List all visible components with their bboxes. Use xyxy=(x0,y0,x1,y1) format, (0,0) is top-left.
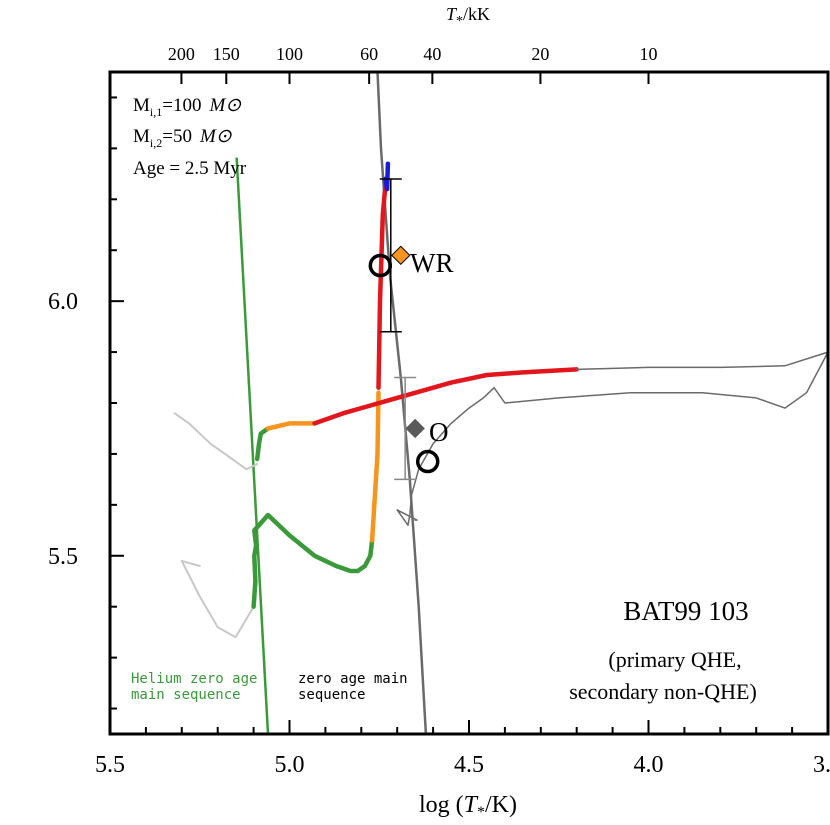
y-tick-label: 5.5 xyxy=(48,544,78,570)
x-axis-title: log (T*/K) xyxy=(419,792,517,821)
curve-primary-wr xyxy=(376,176,389,390)
curve-primary-mid xyxy=(369,390,381,543)
wr-label: WR xyxy=(410,248,454,278)
top-axis-title: T*/kK xyxy=(446,4,490,29)
zams-label-line-2: sequence xyxy=(298,687,365,703)
y-tick-label: 6.0 xyxy=(48,289,78,315)
chart-subtitle-line-1: (primary QHE, xyxy=(608,647,741,672)
age-text: Age = 2.5 Myr xyxy=(133,158,247,179)
x-tick-label: 5.5 xyxy=(95,752,125,778)
observation-o-marker xyxy=(405,418,425,439)
x-tick-label: 3.5 xyxy=(813,752,830,778)
o-label: O xyxy=(429,417,449,447)
top-tick-label: 150 xyxy=(213,44,240,64)
he-zams-label-line-1: Helium zero age xyxy=(131,671,257,687)
curve-secondary-ms xyxy=(254,426,271,462)
model-point-secondary xyxy=(415,449,440,474)
curve-primary-ms xyxy=(251,512,375,609)
curve-primary-final xyxy=(383,161,391,192)
top-tick-label: 10 xyxy=(640,44,658,64)
observation-wr-marker xyxy=(391,245,411,266)
curve-secondary-pre xyxy=(173,412,259,471)
parameter-block: Mi,1=100 M⊙ Mi,2=50 M⊙ Age = 2.5 Myr xyxy=(133,95,247,179)
top-tick-label: 40 xyxy=(423,44,441,64)
top-tick-label: 60 xyxy=(360,44,378,64)
x-tick-label: 4.0 xyxy=(634,752,664,778)
axes: 5.5 5.0 4.5 4.0 3.5 5.5 6.0 200 150 100 60 40 20 10 xyxy=(48,44,830,778)
chart-title: BAT99 103 xyxy=(623,596,748,626)
primary-mass-text: Mi,1=100 M⊙ xyxy=(133,95,241,119)
x-tick-label: 5.0 xyxy=(275,752,305,778)
he-zams-label-line-2: main sequence xyxy=(131,687,241,703)
curve-primary-pre xyxy=(180,559,255,639)
curve-secondary-red xyxy=(312,367,579,426)
top-tick-label: 200 xyxy=(168,44,195,64)
curve-he-zams xyxy=(235,157,270,736)
chart-subtitle-line-2: secondary non-QHE) xyxy=(569,679,757,704)
secondary-mass-text: Mi,2=50 M⊙ xyxy=(133,126,232,150)
model-point-primary xyxy=(368,253,393,278)
curve-primary-pre-hook xyxy=(180,559,201,567)
x-tick-label: 4.5 xyxy=(454,752,484,778)
curve-secondary-tail xyxy=(396,351,829,526)
top-tick-label: 20 xyxy=(531,44,549,64)
top-tick-label: 100 xyxy=(276,44,303,64)
plot-area xyxy=(173,70,829,736)
zams-label-line-1: zero age main xyxy=(298,671,408,687)
curve-secondary-mid xyxy=(265,421,317,431)
